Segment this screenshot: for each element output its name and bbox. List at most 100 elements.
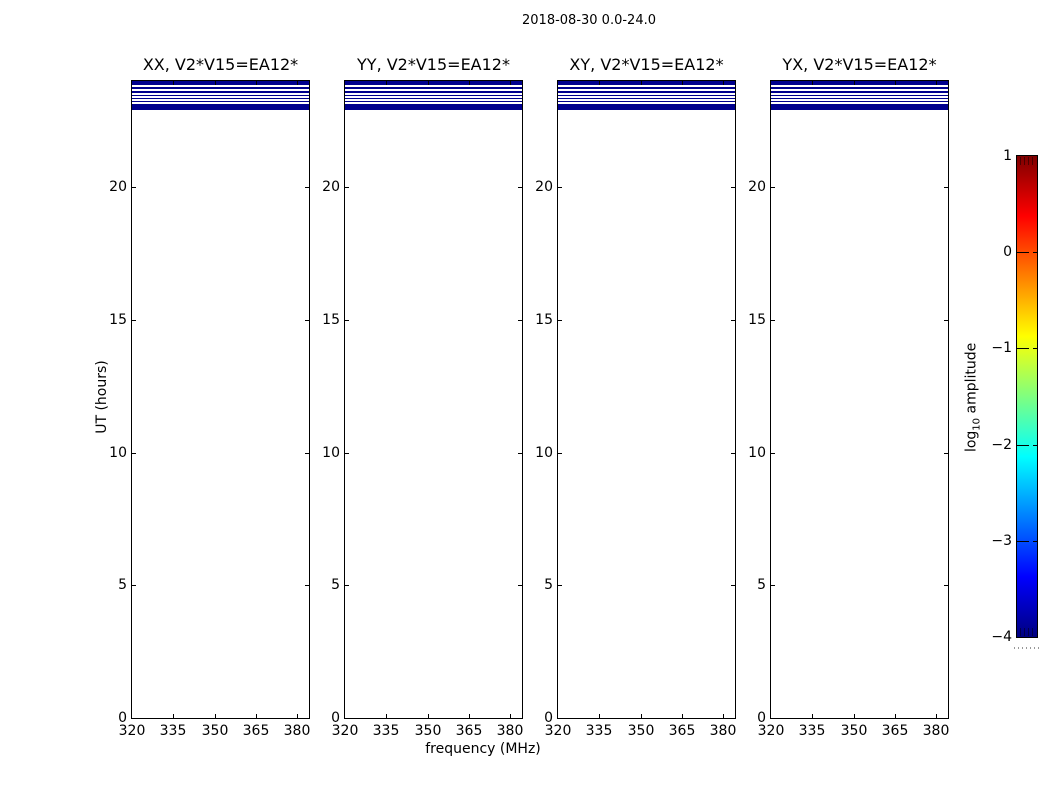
y-tick-label: 10: [535, 445, 553, 461]
data-band: [558, 104, 735, 110]
y-tick-mark: [518, 187, 522, 188]
x-tick-mark: [599, 81, 600, 85]
y-tick-label: 20: [535, 179, 553, 195]
colorbar-label-sub: 10: [971, 417, 983, 431]
data-band: [345, 98, 522, 99]
x-tick-mark: [641, 81, 642, 85]
colorbar-tick-label: −4: [991, 629, 1012, 645]
x-tick-label: 365: [668, 723, 696, 739]
colorbar-tick-mark: [1017, 252, 1029, 253]
x-tick-mark: [297, 714, 298, 718]
y-tick-label: 5: [544, 577, 553, 593]
x-tick-label: 365: [242, 723, 270, 739]
data-band: [345, 87, 522, 89]
x-tick-mark: [641, 714, 642, 718]
x-tick-mark: [256, 81, 257, 85]
x-tick-mark: [599, 714, 600, 718]
y-tick-mark: [771, 187, 775, 188]
y-tick-mark: [305, 585, 309, 586]
subplot-xx: XX, V2*V15=EA12* 0 5 10 15 20 320 335 350 365 380: [109, 55, 310, 755]
data-band: [132, 101, 309, 102]
plot-area-yy: 0 5 10 15 20 320 335 350 365 380: [322, 80, 523, 739]
subplot-title: XX, V2*V15=EA12*: [142, 55, 299, 74]
y-tick-label: 20: [322, 179, 340, 195]
y-tick-mark: [944, 320, 948, 321]
data-band: [345, 91, 522, 93]
x-tick-label: 350: [627, 723, 655, 739]
y-tick-label: 15: [535, 312, 553, 328]
x-tick-mark: [428, 714, 429, 718]
colorbar-tick-label: −3: [991, 533, 1012, 549]
colorbar-tick-label: 0: [1003, 244, 1012, 260]
x-tick-label: 320: [331, 723, 359, 739]
y-tick-mark: [345, 453, 349, 454]
y-tick-mark: [771, 453, 775, 454]
data-band: [771, 101, 948, 102]
y-tick-mark: [305, 320, 309, 321]
data-band: [558, 95, 735, 96]
data-band: [132, 104, 309, 110]
x-tick-mark: [297, 81, 298, 85]
subplot-yy: YY, V2*V15=EA12* 0 5 10 15 20 320 335 350 365 380: [322, 55, 523, 755]
colorbar-tick-mark: [1033, 445, 1037, 446]
colorbar-hatch-bottom: [1020, 628, 1035, 636]
data-band: [132, 87, 309, 89]
x-tick-label: 380: [922, 723, 950, 739]
data-band: [771, 104, 948, 110]
data-band: [345, 81, 522, 85]
x-tick-mark: [936, 81, 937, 85]
y-tick-label: 20: [109, 179, 127, 195]
y-tick-mark: [305, 187, 309, 188]
subplot-title: YX, V2*V15=EA12*: [782, 55, 937, 74]
x-tick-mark: [469, 714, 470, 718]
y-tick-mark: [944, 187, 948, 188]
x-tick-label: 335: [372, 723, 400, 739]
x-tick-mark: [854, 81, 855, 85]
y-tick-mark: [944, 453, 948, 454]
x-tick-mark: [510, 714, 511, 718]
x-axis-label: frequency (MHz): [425, 741, 541, 757]
y-tick-label: 0: [331, 710, 340, 726]
data-band: [132, 91, 309, 93]
x-tick-mark: [215, 714, 216, 718]
x-tick-label: 335: [585, 723, 613, 739]
colorbar-tick-mark: [1033, 541, 1037, 542]
colorbar-tick-mark: [1017, 541, 1029, 542]
y-tick-label: 5: [331, 577, 340, 593]
data-band: [345, 95, 522, 96]
y-tick-mark: [731, 320, 735, 321]
x-tick-label: 350: [414, 723, 442, 739]
y-tick-mark: [305, 453, 309, 454]
colorbar-tick-mark: [1033, 348, 1037, 349]
x-tick-label: 320: [757, 723, 785, 739]
y-tick-label: 10: [748, 445, 766, 461]
x-tick-mark: [682, 714, 683, 718]
x-tick-label: 380: [709, 723, 737, 739]
y-tick-mark: [558, 320, 562, 321]
colorbar-tick-label: −2: [991, 437, 1012, 453]
colorbar-label-rest: amplitude: [963, 342, 980, 418]
y-tick-mark: [731, 187, 735, 188]
colorbar-tick-mark: [1017, 445, 1029, 446]
x-tick-label: 365: [881, 723, 909, 739]
y-tick-label: 15: [322, 312, 340, 328]
x-tick-mark: [428, 81, 429, 85]
y-tick-mark: [558, 453, 562, 454]
subplot-yx: YX, V2*V15=EA12* 0 5 10 15 20 320 335 350 365 380: [748, 55, 949, 755]
y-tick-mark: [731, 585, 735, 586]
y-tick-mark: [558, 585, 562, 586]
y-tick-mark: [944, 585, 948, 586]
data-band: [558, 87, 735, 89]
y-tick-label: 15: [748, 312, 766, 328]
subplot-title: YY, V2*V15=EA12*: [357, 55, 510, 74]
plot-area-xy: 0 5 10 15 20 320 335 350 365 380: [535, 80, 736, 739]
data-band: [771, 98, 948, 99]
x-tick-label: 350: [201, 723, 229, 739]
x-tick-mark: [854, 714, 855, 718]
colorbar-tick-mark: [1033, 252, 1037, 253]
x-tick-mark: [469, 81, 470, 85]
x-tick-mark: [215, 81, 216, 85]
data-band: [558, 91, 735, 93]
colorbar-label: log10 amplitude: [964, 317, 983, 477]
y-tick-label: 10: [322, 445, 340, 461]
